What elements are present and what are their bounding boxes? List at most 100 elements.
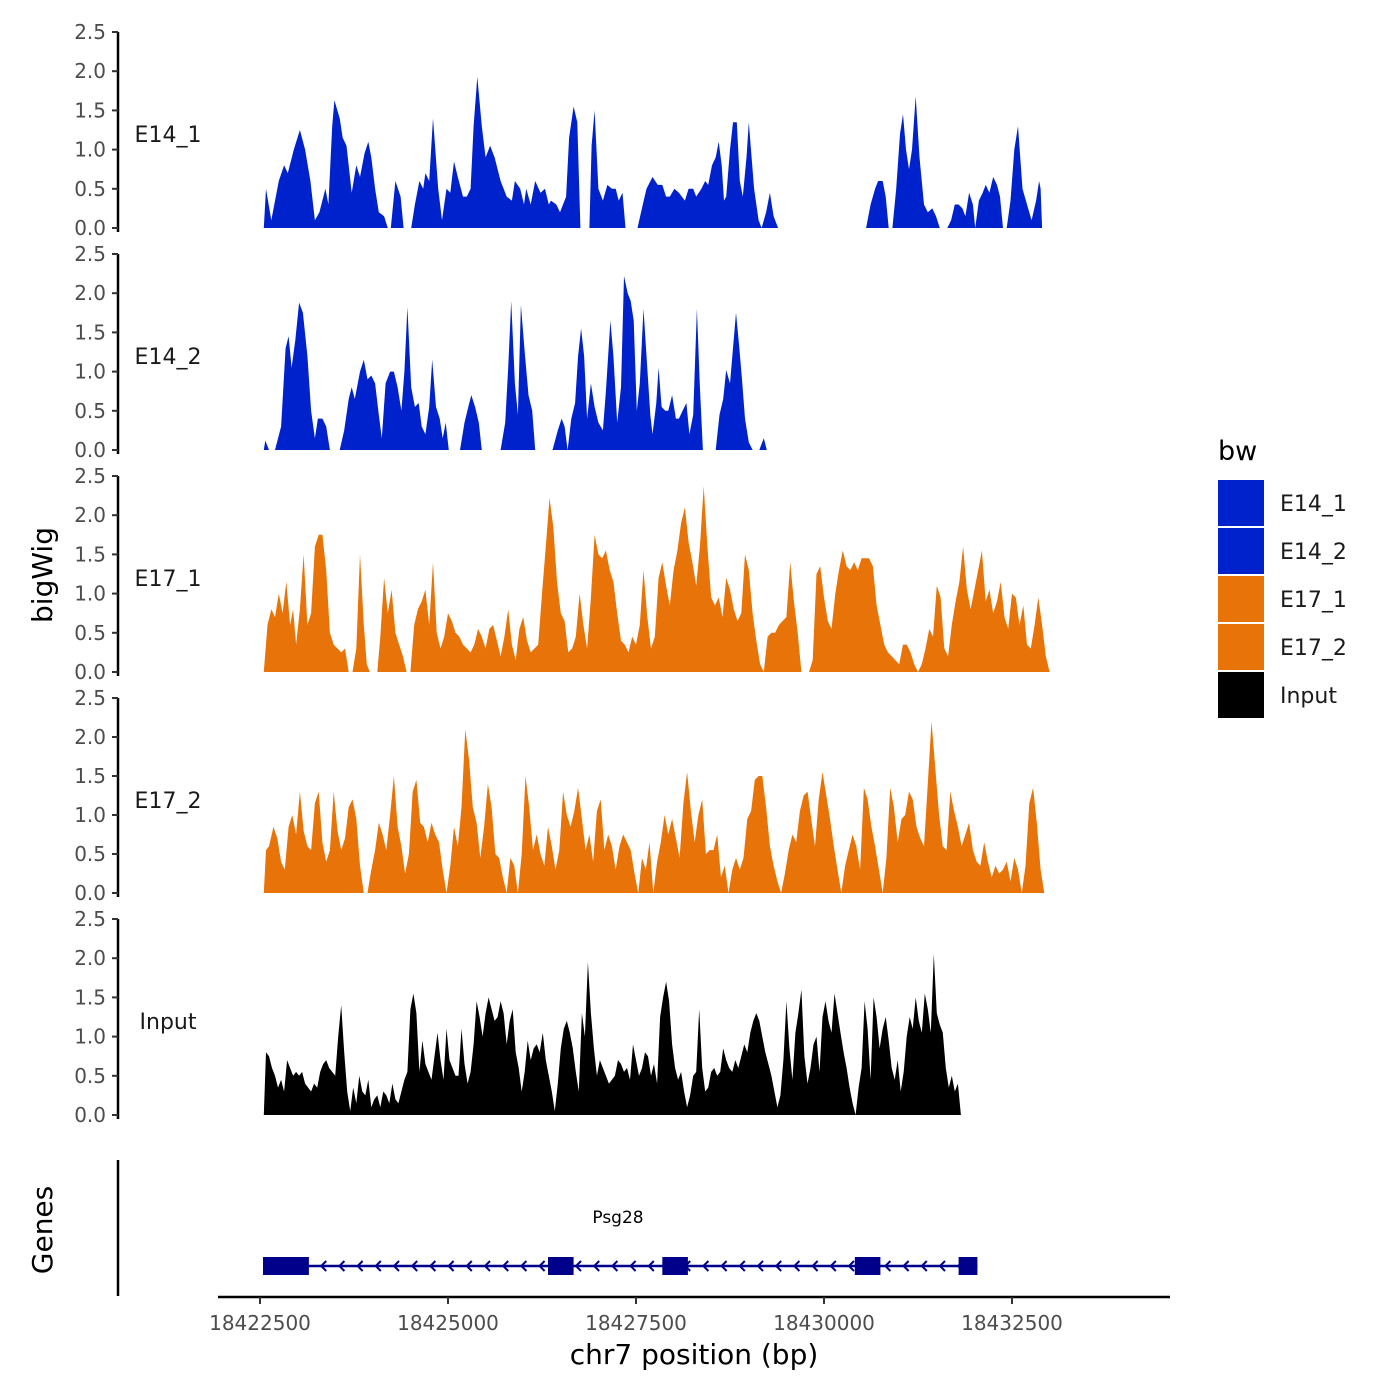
coverage-area-e17-1 (263, 486, 1050, 672)
legend-swatch-input (1218, 672, 1264, 718)
track-label-e14-1: E14_1 (135, 123, 202, 148)
strand-arrow (629, 1260, 637, 1272)
strand-arrow (829, 1260, 837, 1272)
track-label-e17-1: E17_1 (135, 567, 202, 592)
gene-exon (263, 1257, 309, 1275)
legend: bw E14_1 E14_2 E17_1 E17_2 Input (1218, 436, 1347, 718)
strand-arrow (392, 1260, 400, 1272)
y-tick-label: 2.0 (74, 946, 106, 970)
strand-arrow (920, 1260, 928, 1272)
y-tick-label: 0.5 (74, 399, 106, 423)
strand-arrow (410, 1260, 418, 1272)
coverage-area-e14-1 (263, 76, 1118, 228)
strand-arrow (319, 1260, 327, 1272)
genes-axis-title: Genes (26, 1186, 59, 1274)
x-tick-label: 18422500 (209, 1311, 311, 1335)
y-tick-label: 1.0 (74, 1025, 106, 1049)
x-tick-label: 18425000 (397, 1311, 499, 1335)
x-axis-title: chr7 position (bp) (570, 1338, 819, 1371)
y-tick-label: 2.0 (74, 59, 106, 83)
legend-label-e17-2: E17_2 (1280, 636, 1347, 661)
strand-arrow (883, 1260, 892, 1272)
y-tick-label: 0.5 (74, 1064, 106, 1088)
axes-layer: 0.0 0.5 1.0 1.5 2.0 2.5 E14_1 0.0 0.5 1.0 1.5 2.0 2.… (26, 20, 1170, 1371)
gene-exon (958, 1257, 978, 1275)
strand-arrow (501, 1260, 509, 1272)
y-tick-label: 2.5 (74, 907, 106, 931)
strand-arrow (774, 1260, 782, 1272)
strand-arrow (592, 1260, 600, 1272)
track-label-input: Input (140, 1010, 197, 1035)
legend-label-e17-1: E17_1 (1280, 588, 1347, 613)
x-tick-label: 18432500 (961, 1311, 1063, 1335)
strand-arrow (538, 1260, 546, 1272)
coverage-area-input (263, 954, 961, 1115)
y-tick-label: 0.0 (74, 216, 106, 240)
y-tick-label: 1.5 (74, 764, 106, 788)
strand-arrow (720, 1260, 728, 1272)
y-tick-label: 1.5 (74, 98, 106, 122)
coverage-area-e14-2 (263, 276, 1043, 450)
y-tick-label: 1.5 (74, 542, 106, 566)
strand-arrow (701, 1260, 710, 1272)
y-tick-label: 2.0 (74, 503, 106, 527)
strand-arrow (519, 1260, 528, 1272)
legend-swatch-e14-1 (1218, 480, 1264, 526)
y-tick-label: 0.0 (74, 438, 106, 462)
y-tick-label: 1.0 (74, 803, 106, 827)
gene-exon (854, 1257, 881, 1275)
y-tick-label: 1.0 (74, 138, 106, 162)
strand-arrow (738, 1260, 746, 1272)
strand-arrow (483, 1260, 491, 1272)
y-tick-label: 1.0 (74, 582, 106, 606)
legend-title: bw (1218, 436, 1257, 467)
strand-arrow (610, 1260, 619, 1272)
y-tick-label: 0.5 (74, 177, 106, 201)
tracks-layer (263, 76, 1118, 1115)
strand-arrow (356, 1260, 364, 1272)
y-tick-label: 2.5 (74, 20, 106, 44)
legend-swatch-e14-2 (1218, 528, 1264, 574)
legend-swatch-e17-2 (1218, 624, 1264, 670)
strand-arrow (647, 1260, 655, 1272)
y-axis-title: bigWig (26, 527, 59, 623)
y-tick-label: 0.0 (74, 1103, 106, 1127)
gene-exon (548, 1257, 574, 1275)
y-tick-label: 1.5 (74, 985, 106, 1009)
strand-arrow (938, 1260, 946, 1272)
strand-arrow (902, 1260, 910, 1272)
y-tick-label: 0.5 (74, 621, 106, 645)
strand-arrow (574, 1260, 582, 1272)
gene-name-label: Psg28 (592, 1208, 643, 1228)
strand-arrow (374, 1260, 382, 1272)
strand-arrow (756, 1260, 764, 1272)
strand-arrow (337, 1260, 346, 1272)
y-tick-label: 1.0 (74, 360, 106, 384)
y-tick-label: 2.5 (74, 242, 106, 266)
track-label-e14-2: E14_2 (135, 345, 202, 370)
strand-arrow (811, 1260, 819, 1272)
strand-arrow (792, 1260, 801, 1272)
gene-exon (662, 1257, 688, 1275)
strand-arrow (847, 1260, 855, 1272)
y-tick-label: 2.0 (74, 281, 106, 305)
x-tick-label: 18427500 (585, 1311, 687, 1335)
coverage-area-e17-2 (263, 721, 1050, 893)
y-tick-label: 2.5 (74, 464, 106, 488)
y-tick-label: 0.0 (74, 660, 106, 684)
legend-label-e14-1: E14_1 (1280, 492, 1347, 517)
legend-label-e14-2: E14_2 (1280, 540, 1347, 565)
y-tick-label: 2.0 (74, 725, 106, 749)
strand-arrow (428, 1260, 437, 1272)
x-tick-label: 18430000 (773, 1311, 875, 1335)
y-tick-label: 2.5 (74, 686, 106, 710)
y-tick-label: 0.5 (74, 842, 106, 866)
strand-arrow (465, 1260, 473, 1272)
y-tick-label: 0.0 (74, 881, 106, 905)
legend-swatch-e17-1 (1218, 576, 1264, 622)
gene-layer: Psg28 (263, 1208, 978, 1275)
track-label-e17-2: E17_2 (135, 789, 202, 814)
strand-arrow (447, 1260, 455, 1272)
y-tick-label: 1.5 (74, 320, 106, 344)
